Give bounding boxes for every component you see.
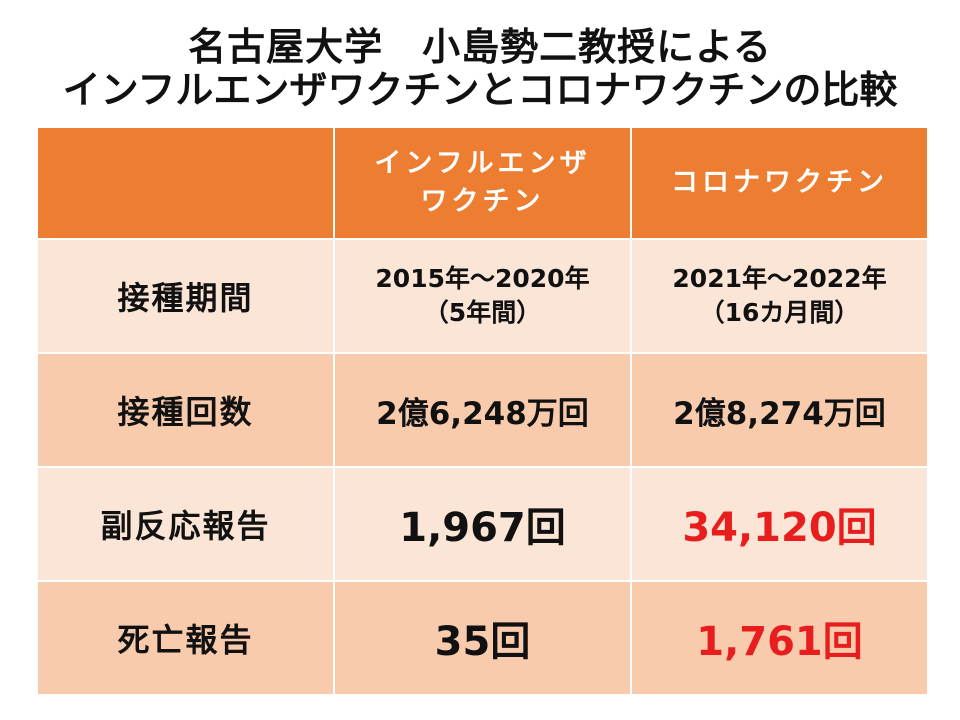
influenza-vaccination-period: 2015年～2020年 （5年間）	[333, 238, 632, 354]
page-title: 名古屋大学 小島勢二教授による インフルエンザワクチンとコロナワクチンの比較	[0, 26, 960, 111]
row-label-side-effect-reports: 副反応報告	[36, 466, 335, 582]
row-label-death-reports: 死亡報告	[36, 580, 335, 696]
table-header-row: インフルエンザ ワクチン コロナワクチン	[36, 126, 929, 240]
table-row: 接種期間 2015年～2020年 （5年間） 2021年～2022年 （16カ月…	[36, 238, 929, 354]
header-influenza-line-2: ワクチン	[420, 186, 545, 217]
influenza-period-line-2: （5年間）	[423, 298, 542, 327]
corona-death-reports: 1,761回	[630, 580, 929, 696]
corona-period-line-2: （16カ月間）	[699, 298, 860, 327]
title-line-2: インフルエンザワクチンとコロナワクチンの比較	[62, 67, 898, 112]
corona-side-effect-reports: 34,120回	[630, 466, 929, 582]
row-label-vaccination-period: 接種期間	[36, 238, 335, 354]
header-corner-cell	[36, 126, 335, 240]
influenza-period-line-1: 2015年～2020年	[375, 264, 590, 294]
corona-vaccination-count: 2億8,274万回	[630, 352, 929, 468]
comparison-table: インフルエンザ ワクチン コロナワクチン 接種期間 2015年～2020年 （5…	[36, 126, 929, 696]
table-row: 接種回数 2億6,248万回 2億8,274万回	[36, 352, 929, 468]
influenza-death-reports: 35回	[333, 580, 632, 696]
corona-vaccination-period: 2021年～2022年 （16カ月間）	[630, 238, 929, 354]
table-row: 副反応報告 1,967回 34,120回	[36, 466, 929, 582]
table-row: 死亡報告 35回 1,761回	[36, 580, 929, 696]
header-corona-vaccine: コロナワクチン	[630, 126, 929, 240]
header-influenza-line-1: インフルエンザ	[374, 148, 591, 180]
corona-period-line-1: 2021年～2022年	[672, 264, 887, 294]
influenza-side-effect-reports: 1,967回	[333, 466, 632, 582]
row-label-vaccination-count: 接種回数	[36, 352, 335, 468]
header-influenza-vaccine: インフルエンザ ワクチン	[333, 126, 632, 240]
influenza-vaccination-count: 2億6,248万回	[333, 352, 632, 468]
title-line-1: 名古屋大学 小島勢二教授による	[188, 25, 772, 69]
